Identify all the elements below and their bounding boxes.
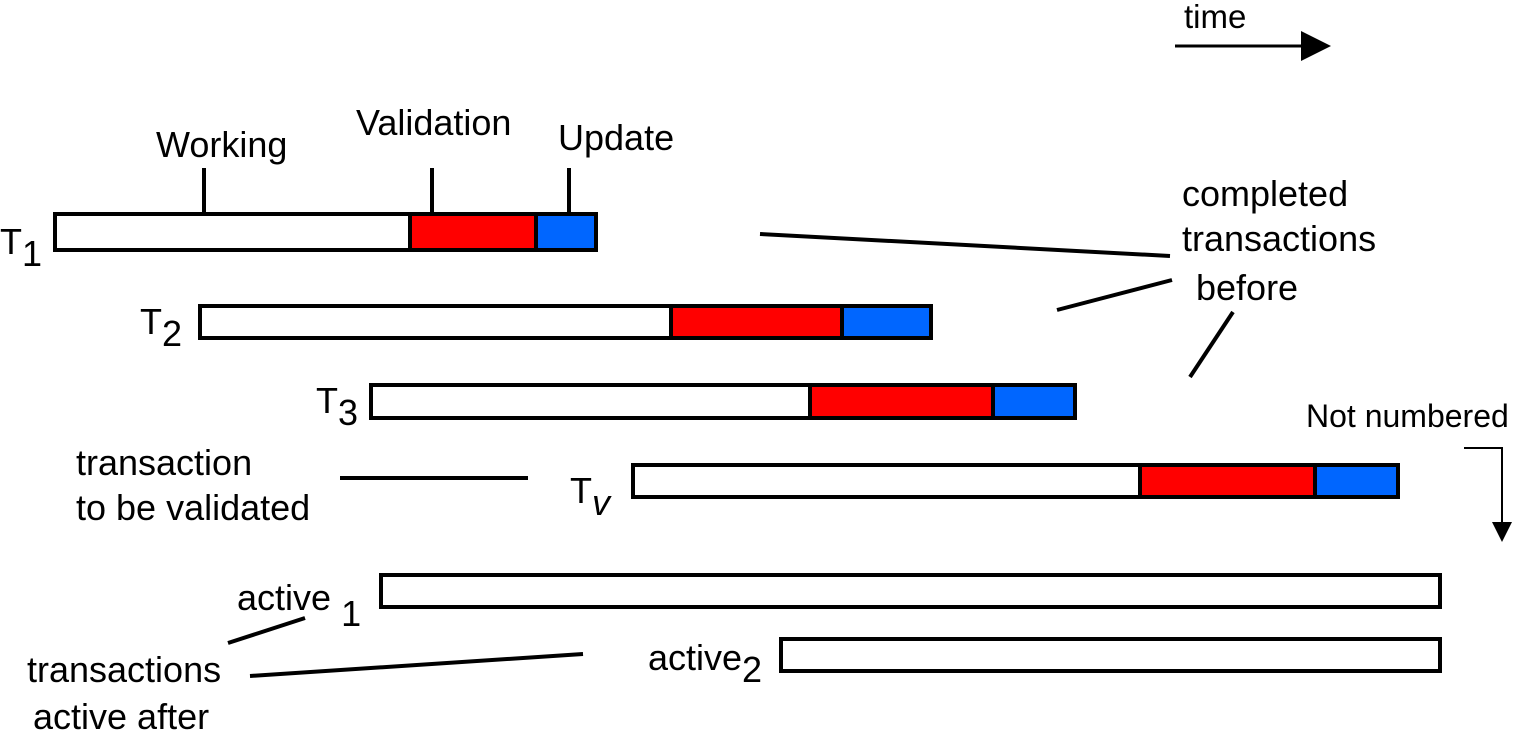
t3-working-segment xyxy=(373,387,808,416)
tv-update-segment xyxy=(1313,467,1396,495)
update-phase-label: Update xyxy=(558,117,675,158)
t2-working-segment xyxy=(202,308,669,336)
tv-working-segment xyxy=(635,467,1138,495)
tv-bar xyxy=(631,463,1400,499)
completed-transactions-label: completed transactions xyxy=(1182,171,1376,261)
not-numbered-arrow xyxy=(1464,447,1512,542)
t1-validation-segment xyxy=(408,216,534,248)
active-after-line1: transactions xyxy=(27,649,222,690)
completed-line1: completed xyxy=(1182,173,1349,214)
t2-bar xyxy=(198,304,933,340)
working-phase-label: Working xyxy=(156,124,288,165)
t1-update-segment xyxy=(534,216,594,248)
completed-line2: transactions xyxy=(1182,218,1377,259)
validation-phase-label: Validation xyxy=(356,102,512,143)
not-numbered-label: Not numbered xyxy=(1306,398,1509,434)
active-after-pointer-2 xyxy=(249,652,584,678)
before-pointer-line-2 xyxy=(1188,310,1235,379)
transaction-to-be-validated-label: transaction to be validated xyxy=(76,440,310,530)
validated-line1: transaction xyxy=(76,442,253,483)
completed-pointer-line xyxy=(759,232,1171,258)
t2-validation-segment xyxy=(669,308,840,336)
t3-validation-segment xyxy=(808,387,991,416)
validated-line2: to be validated xyxy=(76,487,311,528)
active1-bar xyxy=(379,573,1442,609)
before-label: before xyxy=(1196,267,1299,308)
t1-label: T1 xyxy=(0,221,43,274)
tv-validation-segment xyxy=(1138,467,1313,495)
t1-bar xyxy=(53,212,598,252)
t1-working-segment xyxy=(57,216,408,248)
t3-update-segment xyxy=(991,387,1073,416)
active2-bar xyxy=(779,637,1442,673)
active2-label: active2 xyxy=(648,637,763,690)
active-after-pointer-1 xyxy=(227,616,306,645)
t3-label: T3 xyxy=(316,380,359,433)
active1-label: active 1 xyxy=(237,577,362,634)
active-after-line2: active after xyxy=(33,696,210,737)
before-pointer-line-1 xyxy=(1056,278,1173,312)
t2-label: T2 xyxy=(140,301,183,354)
t2-update-segment xyxy=(840,308,929,336)
tv-label: Tv xyxy=(570,470,610,523)
time-label: time xyxy=(1184,0,1247,35)
t3-bar xyxy=(369,383,1077,420)
